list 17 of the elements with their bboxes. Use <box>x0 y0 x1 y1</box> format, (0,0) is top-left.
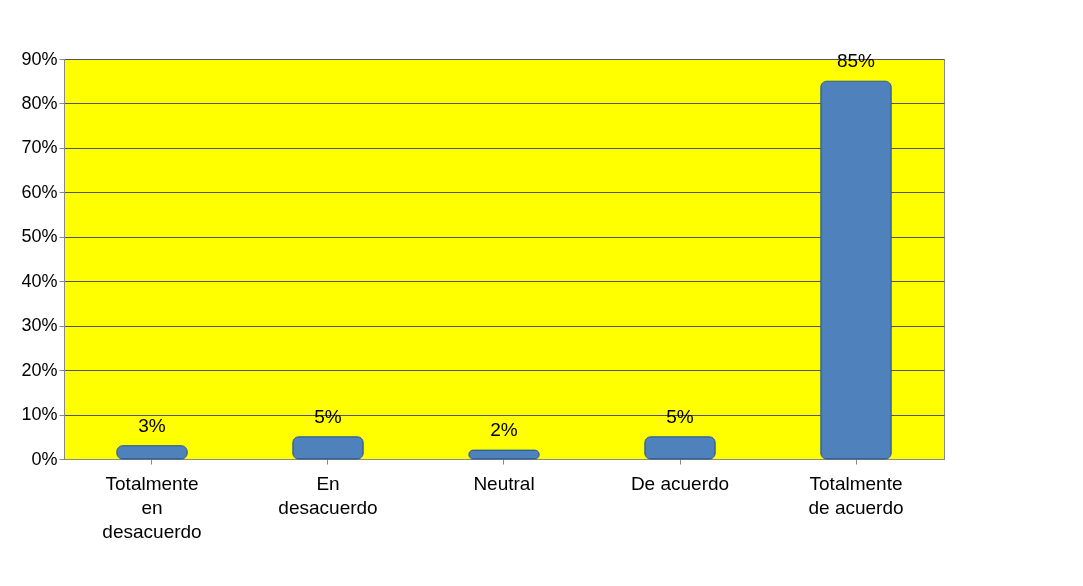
x-tick-label: Totalmente de acuerdo <box>808 472 904 518</box>
x-tick-label: En desacuerdo <box>278 472 378 518</box>
y-tick-label: 40% <box>21 270 58 291</box>
data-label: 3% <box>138 414 166 436</box>
y-tick-label: 10% <box>21 404 58 425</box>
y-tick-label: 0% <box>31 448 58 469</box>
y-tick-label: 80% <box>21 92 58 113</box>
y-tick-label: 60% <box>21 181 58 202</box>
y-tick-label: 30% <box>21 315 58 336</box>
y-tick-label: 20% <box>21 359 58 380</box>
y-tick-label: 70% <box>21 137 58 158</box>
x-tick-label: Neutral <box>473 472 535 494</box>
y-tick-label: 50% <box>21 226 58 247</box>
x-tick-label: De acuerdo <box>630 472 730 494</box>
y-tick-label: 90% <box>21 48 58 69</box>
data-label: 2% <box>490 419 518 441</box>
x-tick-label: Totalmente en desacuerdo <box>102 472 202 542</box>
